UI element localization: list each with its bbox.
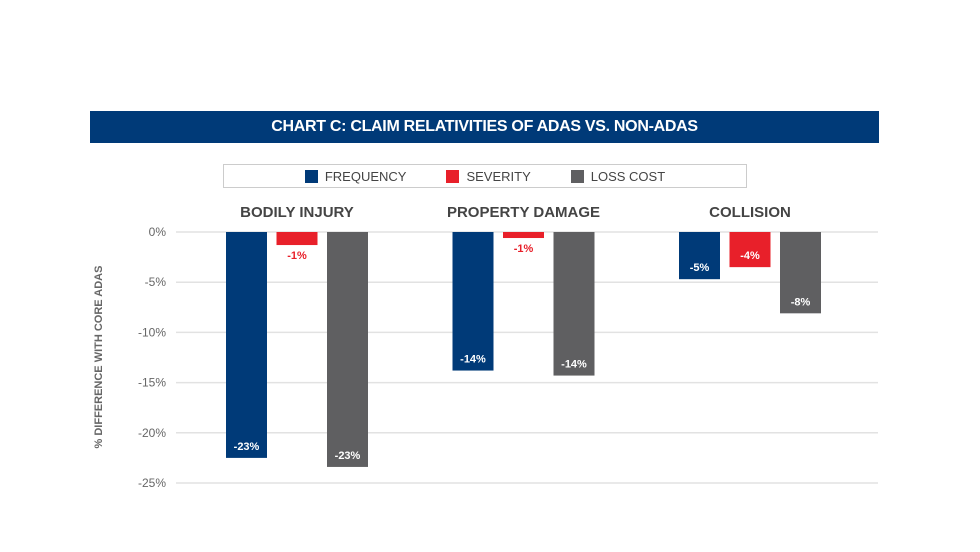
bar-frequency <box>452 232 494 371</box>
bar-frequency <box>226 232 267 458</box>
y-tick-label: -20% <box>138 426 166 440</box>
legend-item-severity: SEVERITY <box>446 168 531 184</box>
legend-item-loss-cost: LOSS COST <box>570 168 666 184</box>
legend-swatch-loss-cost <box>570 169 584 183</box>
data-label: -1% <box>514 243 534 255</box>
bar-severity <box>276 232 318 246</box>
category-label: COLLISION <box>709 204 791 221</box>
legend-label: SEVERITY <box>466 168 531 184</box>
data-label: -4% <box>740 250 760 262</box>
category-label: BODILY INJURY <box>240 204 354 221</box>
bar-loss-cost <box>553 232 595 376</box>
bar-loss-cost <box>780 232 821 314</box>
category-label: PROPERTY DAMAGE <box>447 204 600 221</box>
y-tick-label: -25% <box>138 476 166 490</box>
data-label: -23% <box>234 441 260 453</box>
data-label: -14% <box>460 354 486 366</box>
bar-severity <box>503 232 544 239</box>
y-tick-label: -15% <box>138 376 166 390</box>
y-tick-label: -10% <box>138 325 166 339</box>
chart-title: CHART C: CLAIM RELATIVITIES OF ADAS VS. … <box>90 111 879 143</box>
y-tick-label: 0% <box>149 225 167 239</box>
bar-loss-cost <box>327 232 368 467</box>
data-label: -1% <box>287 250 307 262</box>
data-label: -14% <box>561 359 587 371</box>
bar-severity <box>729 232 771 268</box>
data-label: -8% <box>791 296 811 308</box>
y-tick-label: -5% <box>145 275 167 289</box>
bar-frequency <box>679 232 720 280</box>
data-label: -23% <box>335 450 361 462</box>
legend-label: LOSS COST <box>590 168 666 184</box>
legend-item-frequency: FREQUENCY <box>304 168 407 184</box>
legend-label: FREQUENCY <box>324 168 407 184</box>
legend-swatch-frequency <box>304 169 318 183</box>
y-axis-label: % DIFFERENCE WITH CORE ADAS <box>93 266 105 449</box>
legend-swatch-severity <box>446 169 460 183</box>
legend: FREQUENCY SEVERITY LOSS COST <box>223 164 747 188</box>
data-label: -5% <box>690 262 710 274</box>
